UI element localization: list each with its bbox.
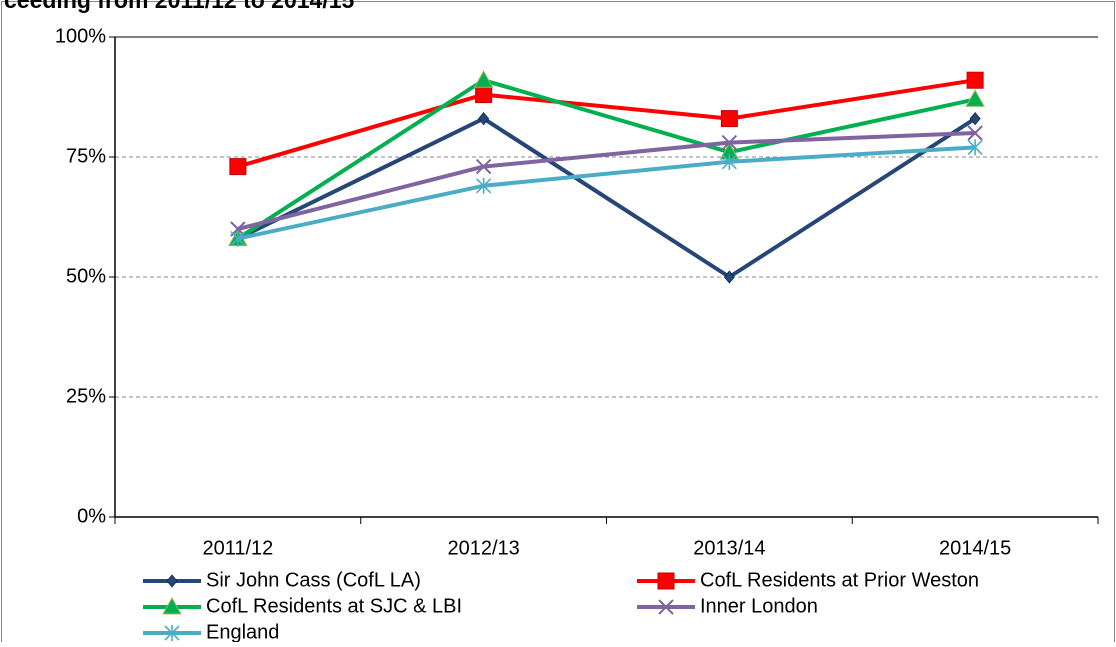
y-tick-label: 25% [66,385,106,407]
point [230,230,246,247]
legend-marker [658,599,674,615]
point [966,71,984,89]
series [230,139,983,247]
line [237,78,976,169]
x-tick-label: 2014/15 [939,537,1011,559]
legend-marker [164,625,180,641]
point [720,110,738,128]
legend-marker [657,572,675,590]
line [237,145,976,241]
legend-label: CofL Residents at SJC & LBI [206,595,462,617]
point [723,270,735,284]
point [475,158,492,175]
point [229,158,247,176]
legend-marker [166,574,178,588]
chart-title: ceeding from 2011/12 to 2014/15 [4,0,355,13]
point [967,139,983,156]
legend-marker [162,596,182,615]
legend-label: Inner London [700,595,818,617]
line [236,116,977,279]
series [229,71,984,176]
legend-label: England [206,621,279,642]
y-tick-label: 100% [55,25,106,47]
y-tick-label: 50% [66,265,106,287]
point [473,70,494,88]
y-tick-label: 0% [77,505,106,527]
legend-item: England [143,621,279,643]
point [969,111,981,126]
legend-item: Sir John Cass (CofL LA) [143,569,421,591]
point [721,153,737,170]
line [236,78,976,241]
line [237,131,976,231]
x-tick-label: 2011/12 [202,537,273,559]
legend-item: CofL Residents at SJC & LBI [143,595,462,617]
series [230,125,983,237]
point [475,86,493,104]
legend-item: CofL Residents at Prior Weston [637,569,979,591]
y-tick-label: 75% [66,145,106,167]
legend-label: CofL Residents at Prior Weston [700,569,979,591]
x-tick-label: 2012/13 [447,537,519,559]
legend-item: Inner London [637,595,818,617]
point [476,177,492,194]
point [721,134,738,151]
point [478,111,490,126]
point [967,125,983,141]
point [965,89,985,107]
x-tick-label: 2013/14 [693,537,765,559]
legend-label: Sir John Cass (CofL LA) [206,569,421,591]
